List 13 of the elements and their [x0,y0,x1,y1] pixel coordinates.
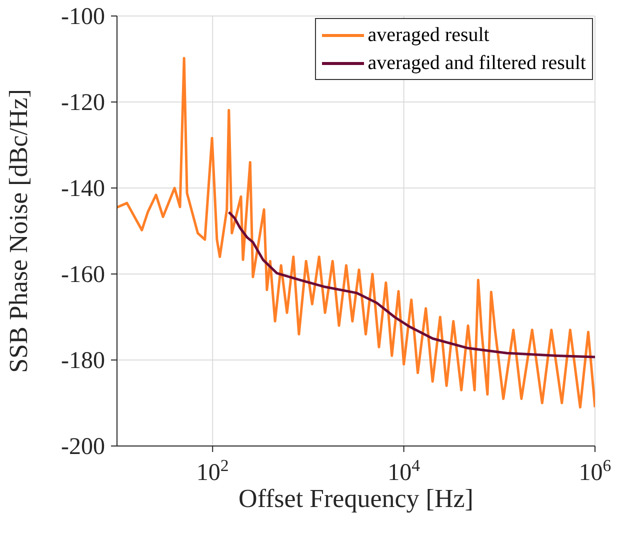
legend-label: averaged result [368,23,490,48]
y-axis-title: SSB Phase Noise [dBc/Hz] [4,89,34,373]
y-tick-label: -200 [61,434,105,460]
x-tick-label: 10$^{4}$ [388,456,421,486]
y-tick-label: -180 [61,348,105,374]
y-tick-label: -120 [61,90,105,116]
y-tick-label: -160 [61,262,105,288]
legend-label: averaged and filtered result [368,51,586,76]
y-tick-label: -100 [61,4,105,30]
y-tick-label: -140 [61,176,105,202]
x-axis-title: Offset Frequency [Hz] [238,484,474,513]
x-tick-label: 10$^{2}$ [196,456,229,486]
x-tick-label: 10$^{6}$ [578,456,612,486]
